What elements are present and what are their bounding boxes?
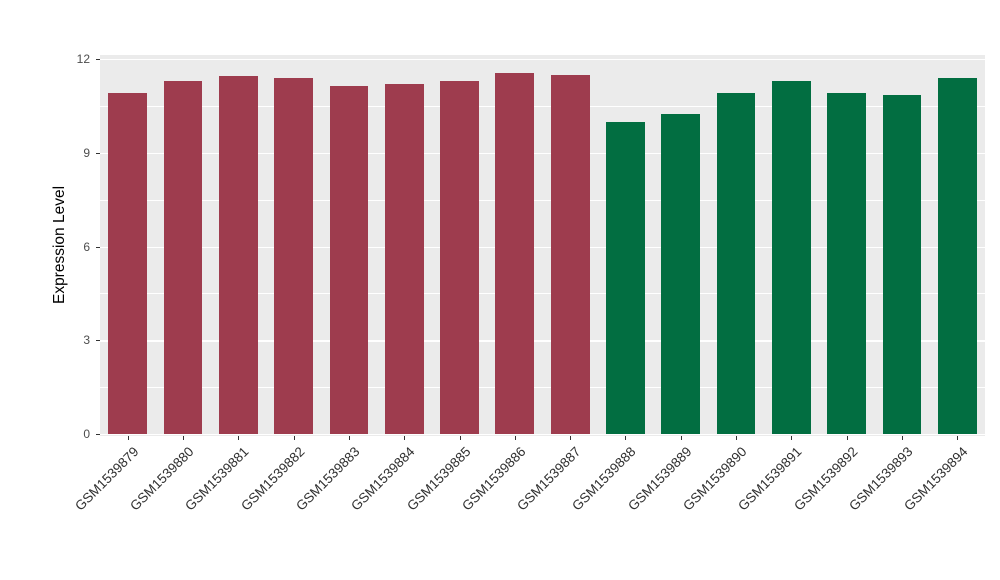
plot-panel xyxy=(100,55,985,436)
x-tick-mark xyxy=(514,436,516,440)
x-tick-label: GSM1539882 xyxy=(237,444,308,514)
bar xyxy=(827,93,867,434)
bar xyxy=(937,77,977,434)
gridline-minor xyxy=(100,293,985,295)
y-tick-label: 12 xyxy=(76,52,90,66)
x-tick-mark xyxy=(736,436,738,440)
y-axis-title: Expression Level xyxy=(51,185,68,305)
gridline-major xyxy=(100,59,985,61)
y-tick-label: 6 xyxy=(83,239,90,254)
x-tick-mark xyxy=(293,436,295,440)
gridline-major xyxy=(100,246,985,248)
x-tick-label: GSM1539886 xyxy=(458,444,529,514)
gridline-minor xyxy=(100,387,985,388)
bar xyxy=(108,93,148,434)
x-tick-label: GSM1539894 xyxy=(901,444,971,514)
x-tick-mark xyxy=(570,436,572,440)
bar xyxy=(661,113,701,434)
x-tick-mark xyxy=(625,436,627,440)
x-tick-mark xyxy=(459,436,461,440)
x-tick-label: GSM1539885 xyxy=(403,444,474,514)
bar xyxy=(384,84,424,434)
x-tick-mark xyxy=(348,436,350,440)
x-tick-mark xyxy=(846,436,848,440)
bar xyxy=(716,93,756,434)
gridline-major xyxy=(100,434,985,436)
bar xyxy=(882,94,922,434)
x-tick-label: GSM1539883 xyxy=(292,444,363,514)
y-tick-label: 9 xyxy=(83,145,90,160)
bar xyxy=(163,80,203,434)
x-tick-label: GSM1539889 xyxy=(624,444,695,514)
x-tick-mark xyxy=(127,436,129,440)
x-tick-mark xyxy=(957,436,959,440)
x-tick-label: GSM1539891 xyxy=(735,444,806,514)
x-tick-mark xyxy=(902,436,904,440)
bar xyxy=(772,80,811,434)
bar xyxy=(329,85,369,434)
gridline-minor xyxy=(100,199,985,201)
gridline-minor xyxy=(100,105,985,107)
x-tick-mark xyxy=(680,436,682,440)
x-tick-mark xyxy=(238,436,240,440)
x-tick-label: GSM1539893 xyxy=(846,444,916,514)
y-tick-label: 3 xyxy=(83,333,90,348)
y-tick-label: 0 xyxy=(83,427,90,441)
bar xyxy=(550,74,590,434)
bar xyxy=(606,121,645,434)
gridline-major xyxy=(100,340,985,342)
bar xyxy=(274,77,313,434)
x-tick-label: GSM1539888 xyxy=(569,444,640,514)
x-tick-mark xyxy=(182,436,184,440)
gridline-major xyxy=(100,152,985,155)
x-tick-label: GSM1539881 xyxy=(182,444,252,514)
bar xyxy=(218,76,258,434)
x-tick-label: GSM1539880 xyxy=(127,444,197,514)
x-tick-mark xyxy=(791,436,793,440)
x-tick-label: GSM1539879 xyxy=(71,444,142,514)
x-tick-label: GSM1539884 xyxy=(348,444,418,514)
x-tick-label: GSM1539890 xyxy=(680,444,750,514)
x-tick-mark xyxy=(404,436,406,440)
x-tick-label: GSM1539892 xyxy=(790,444,861,514)
bar xyxy=(440,80,479,434)
bar xyxy=(495,73,535,434)
x-tick-label: GSM1539887 xyxy=(514,444,584,514)
